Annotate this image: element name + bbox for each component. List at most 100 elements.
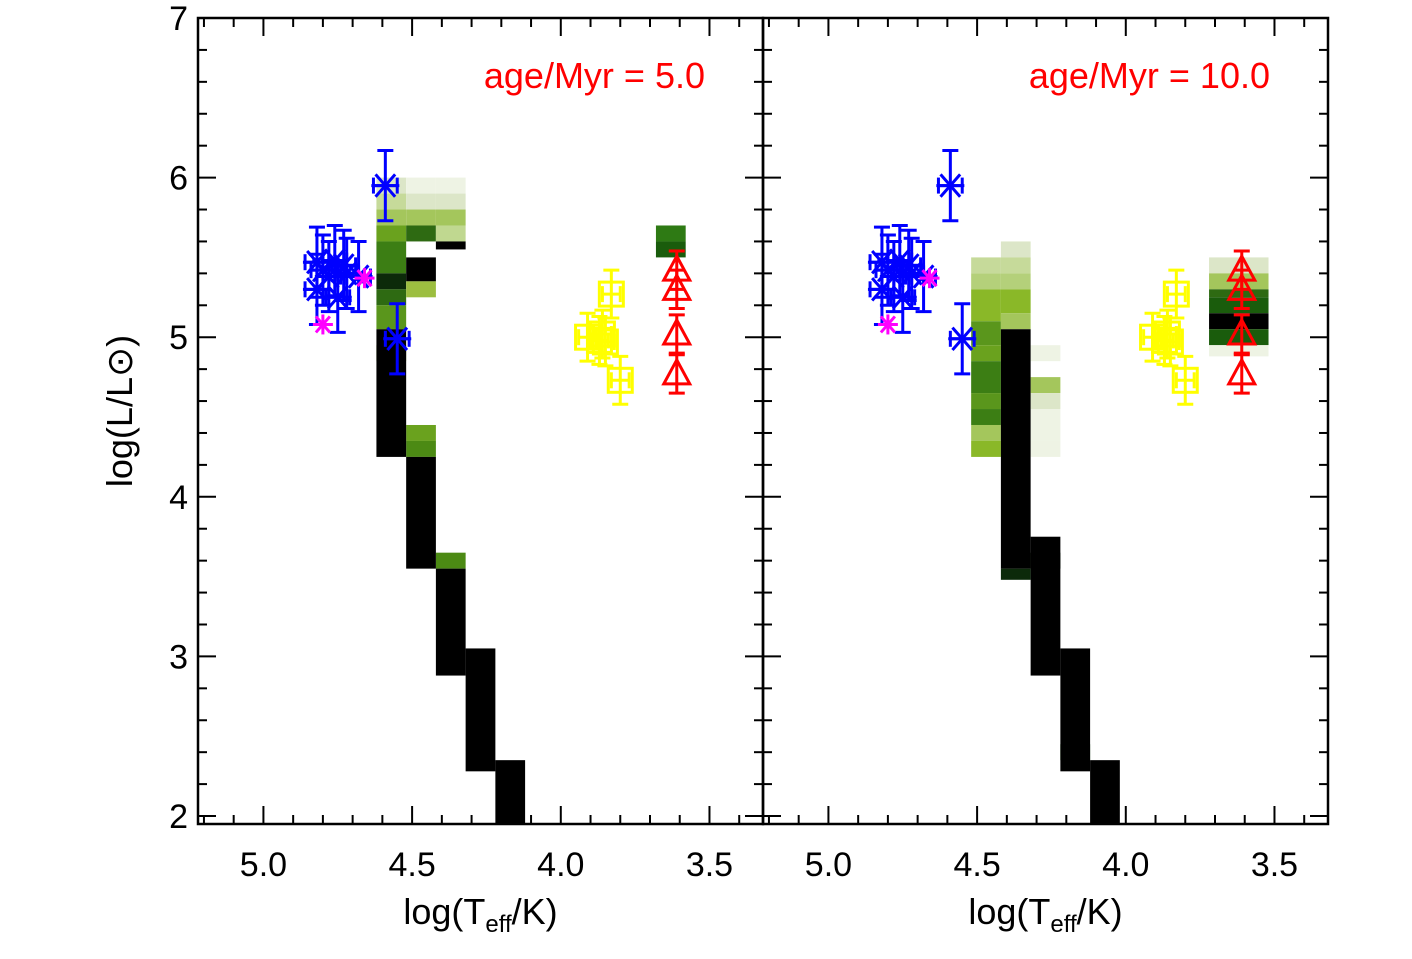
- data-point: [661, 353, 693, 395]
- age-annotation: age/Myr = 10.0: [1029, 55, 1270, 96]
- data-point: [1162, 268, 1190, 320]
- y-tick-label: 5: [169, 319, 188, 357]
- heatmap-cell: [406, 440, 436, 457]
- triangle-marker: [1226, 272, 1258, 301]
- asterisk-stroke: [386, 326, 409, 351]
- data-point: [1226, 268, 1258, 310]
- triangle-marker: [661, 316, 693, 346]
- heatmap-cell: [376, 209, 407, 226]
- x-axis-title-post: /K): [512, 891, 558, 932]
- data-point: [312, 314, 333, 335]
- heatmap-cell: [971, 273, 1001, 290]
- heatmap-track-cell: [376, 329, 407, 457]
- y-tick-label: 4: [169, 479, 188, 517]
- square-marker: [1156, 328, 1184, 356]
- heatmap-cell: [1030, 440, 1061, 457]
- data-point: [606, 354, 634, 406]
- age-annotation: age/Myr = 5.0: [484, 55, 705, 96]
- heatmap-cell: [971, 393, 1001, 410]
- heatmap-cell: [376, 273, 407, 290]
- data-point: [1171, 354, 1199, 406]
- heatmap-cell: [971, 409, 1001, 425]
- heatmap-cell: [971, 440, 1001, 457]
- heatmap-track-cell: [1000, 329, 1031, 569]
- asterisk-stroke: [374, 173, 397, 198]
- heatmap-cell: [1209, 313, 1269, 330]
- triangle-marker: [1226, 316, 1258, 346]
- heatmap-cell: [1209, 297, 1269, 314]
- asterisk-stroke: [323, 248, 346, 273]
- heatmap-cell: [1000, 241, 1031, 258]
- x-tick-label: 3.5: [1251, 846, 1298, 884]
- asterisk-stroke: [951, 326, 974, 351]
- data-point: [354, 268, 375, 289]
- x-tick-label: 5.0: [805, 846, 852, 884]
- data-point: [661, 268, 693, 310]
- y-tick-label: 2: [169, 798, 188, 836]
- x-axis-title-sub: eff: [485, 911, 512, 938]
- heatmap-cell: [376, 289, 407, 306]
- heatmap-cell: [406, 225, 436, 242]
- asterisk-stroke: [939, 173, 962, 198]
- triangle-marker: [661, 356, 693, 386]
- panel-age-10: age/Myr = 10.0 5.0 4.5 4.0 3.5 log(Teff/K): [761, 16, 1330, 938]
- heatmap-cell: [1030, 345, 1061, 362]
- heatmap-cell: [435, 209, 466, 226]
- heatmap-track-cell: [1030, 536, 1061, 676]
- heatmap-track-cell: [435, 568, 466, 676]
- y-tick-label: 3: [169, 638, 188, 676]
- heatmap-cell: [1209, 345, 1269, 357]
- heatmap-cell: [971, 361, 1001, 394]
- heatmap-cell: [435, 552, 466, 569]
- heatmap-cell: [376, 241, 407, 274]
- heatmap-cell: [1000, 257, 1031, 274]
- heatmap-cell: [971, 257, 1001, 274]
- heatmap-cell: [1030, 409, 1061, 425]
- square-marker: [597, 280, 625, 308]
- square-marker: [591, 328, 619, 356]
- heatmap-cell: [971, 289, 1001, 322]
- x-axis-title: log(Teff/K): [403, 891, 557, 938]
- x-axis-title: log(Teff/K): [968, 891, 1122, 938]
- y-tick-label: 7: [169, 0, 188, 38]
- triangle-marker: [661, 272, 693, 301]
- heatmap-cell: [435, 241, 466, 250]
- y-axis-title: log(L/L⊙): [99, 335, 140, 487]
- heatmap-track-cell: [1090, 760, 1120, 824]
- heatmap-track-cell: [465, 648, 496, 772]
- heatmap-cell: [376, 225, 407, 242]
- data-point: [329, 228, 358, 302]
- heatmap-cell: [435, 177, 466, 194]
- heatmap-cell: [1030, 393, 1061, 410]
- heatmap-cell: [1030, 424, 1061, 441]
- data-point: [597, 268, 625, 320]
- data-point: [1226, 353, 1258, 395]
- heatmap-cell: [406, 177, 436, 194]
- heatmap-cell: [655, 241, 686, 258]
- heatmap-cell: [406, 257, 436, 282]
- y-tick-label: 6: [169, 160, 188, 198]
- asterisk-stroke: [888, 248, 911, 273]
- data-point: [371, 148, 400, 223]
- heatmap-cell: [376, 193, 407, 210]
- x-tick-label: 4.5: [953, 846, 1000, 884]
- heatmap-cell: [406, 424, 436, 441]
- x-axis-title-sub: eff: [1050, 911, 1077, 938]
- heatmap-cell: [1000, 568, 1031, 580]
- triangle-marker: [1226, 356, 1258, 386]
- x-tick-label: 4.0: [537, 846, 584, 884]
- heatmap-cell: [376, 305, 407, 330]
- square-marker: [606, 366, 634, 394]
- heatmap-cell: [1209, 257, 1269, 274]
- plot-area: [867, 148, 1269, 824]
- data-point: [661, 313, 693, 355]
- plot-area: [302, 148, 693, 824]
- data-point: [948, 302, 977, 376]
- square-marker: [1171, 366, 1199, 394]
- heatmap-cell: [971, 424, 1001, 441]
- heatmap-cell: [406, 209, 436, 226]
- panel-age-5: age/Myr = 5.0 5.0 4.5 4.0 3.5 2 3 4 5 6 7 log(L/L⊙)…: [99, 0, 765, 938]
- heatmap-cell: [1209, 289, 1269, 298]
- heatmap-cell: [971, 345, 1001, 362]
- heatmap-cell: [435, 225, 466, 242]
